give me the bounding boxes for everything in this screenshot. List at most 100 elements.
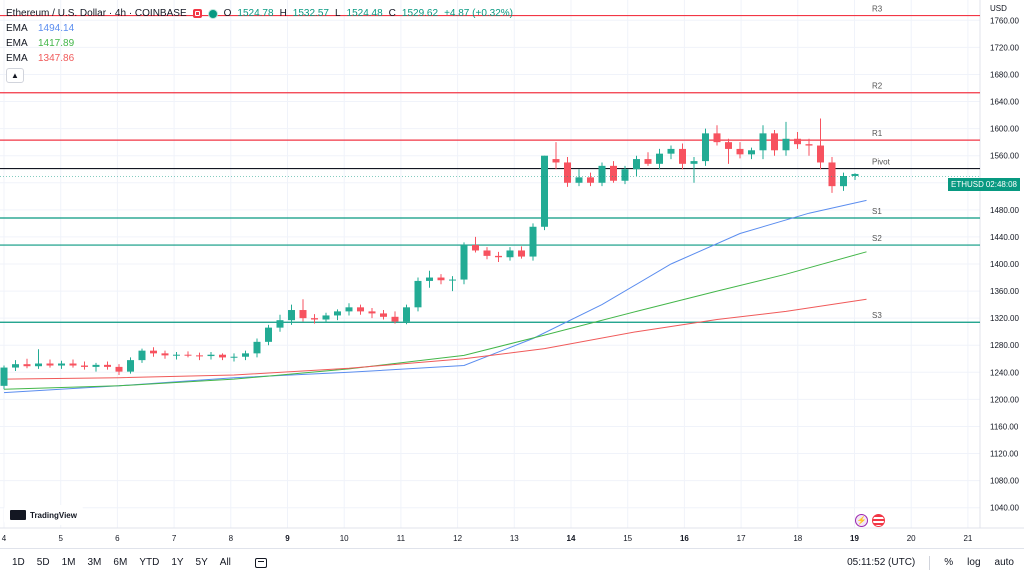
price-chart[interactable]: 1040.00 1080.00 1120.00 1160.00 1200.00 1240.… <box>0 0 1024 548</box>
candle-body <box>207 354 215 357</box>
range-button[interactable]: 1D <box>12 557 25 568</box>
high-value: 1532.57 <box>292 7 329 19</box>
candle-body <box>587 177 594 183</box>
range-button[interactable]: 3M <box>87 557 102 568</box>
currency-label: USD <box>990 4 1007 13</box>
price-tick-label: 1600.00 <box>990 125 1019 134</box>
lightning-icon[interactable]: ⚡ <box>855 514 868 527</box>
candle-body <box>23 364 31 367</box>
candle-body <box>713 133 721 143</box>
candle-body <box>368 311 376 314</box>
low-value: 1524.48 <box>346 7 383 19</box>
price-tick-label: 1360.00 <box>990 287 1019 296</box>
price-tick-label: 1480.00 <box>990 206 1019 215</box>
price-tick-label: 1080.00 <box>990 477 1019 486</box>
candle-body <box>690 161 698 164</box>
candle-body <box>391 316 399 322</box>
range-button[interactable]: All <box>219 557 231 568</box>
price-tick-label: 1720.00 <box>990 43 1019 52</box>
time-tick-label: 10 <box>340 534 349 543</box>
candle-body <box>276 320 284 328</box>
range-button[interactable]: 1M <box>61 557 76 568</box>
ema-line <box>3 251 867 390</box>
pivot-label: R2 <box>872 82 883 91</box>
candle-body <box>656 153 663 164</box>
ema-row-2[interactable]: EMA 1417.89 <box>6 36 513 51</box>
price-tick-label: 1760.00 <box>990 16 1019 25</box>
us-flag-icon[interactable] <box>872 514 885 527</box>
candle-body <box>828 162 836 187</box>
candle-body <box>748 150 755 155</box>
range-button[interactable]: YTD <box>139 557 160 568</box>
ema-line <box>3 298 867 380</box>
range-button[interactable]: 5D <box>36 557 50 568</box>
candle-body <box>805 144 813 146</box>
calendar-icon[interactable] <box>254 557 267 568</box>
price-tick-label: 1440.00 <box>990 233 1019 242</box>
candle-body <box>81 365 88 367</box>
bottom-toolbar: 1D 5D 1M 3M 6M YTD 1Y 5Y All 05:11:52 (UTC) % lo… <box>0 548 1024 576</box>
candle-body <box>495 255 502 258</box>
time-tick-label: 12 <box>453 534 462 543</box>
candle-body <box>161 353 169 356</box>
candle-body <box>667 148 675 154</box>
time-tick-label: 21 <box>963 534 972 543</box>
ema-label: EMA <box>6 52 28 64</box>
percent-toggle[interactable]: % <box>944 557 954 568</box>
time-tick-label: 6 <box>115 534 120 543</box>
ema-value: 1494.14 <box>38 22 75 34</box>
time-tick-label: 15 <box>623 534 632 543</box>
candle-body <box>12 364 19 368</box>
chevron-up-icon[interactable]: ▲ <box>6 68 24 83</box>
candle-body <box>598 165 606 183</box>
price-tick-label: 1240.00 <box>990 368 1019 377</box>
candle-body <box>184 354 192 356</box>
pivot-label: R1 <box>872 129 883 138</box>
candle-body <box>173 354 180 356</box>
auto-toggle[interactable]: auto <box>994 557 1014 568</box>
candle-body <box>58 363 65 366</box>
candle-body <box>196 355 203 357</box>
range-button[interactable]: 6M <box>113 557 128 568</box>
candle-body <box>322 315 330 320</box>
candle-body <box>633 159 640 170</box>
price-tick-label: 1560.00 <box>990 152 1019 161</box>
pivot-label: R3 <box>872 5 883 14</box>
candle-body <box>506 250 514 258</box>
candle-body <box>0 367 8 386</box>
low-label: L <box>334 7 341 19</box>
candle-body <box>702 133 709 162</box>
price-tag-countdown: 02:48:08 <box>985 180 1017 189</box>
candle-body <box>115 366 123 372</box>
price-tick-label: 1320.00 <box>990 314 1019 323</box>
ema-row-1[interactable]: EMA 1494.14 <box>6 21 513 36</box>
candle-body <box>794 138 801 145</box>
symbol-row: Ethereum / U.S. Dollar · 4h · COINBASE O… <box>6 6 513 21</box>
utc-time[interactable]: 05:11:52 (UTC) <box>847 557 916 568</box>
symbol-title[interactable]: Ethereum / U.S. Dollar · 4h · COINBASE <box>6 7 187 19</box>
ema-label: EMA <box>6 37 28 49</box>
time-tick-label: 5 <box>58 534 63 543</box>
tradingview-logo[interactable]: TradingView <box>4 505 83 525</box>
range-button[interactable]: 5Y <box>195 557 208 568</box>
candle-body <box>552 159 560 163</box>
right-tools: 05:11:52 (UTC) % log auto <box>847 549 1014 576</box>
log-toggle[interactable]: log <box>967 557 981 568</box>
time-tick-label: 13 <box>510 534 519 543</box>
time-tick-label: 7 <box>172 534 177 543</box>
change-value: +4.87 (+0.32%) <box>444 7 513 19</box>
alert-bell-icon[interactable] <box>192 9 202 18</box>
candle-body <box>230 356 238 358</box>
candle-body <box>610 165 617 181</box>
candle-body <box>449 279 456 281</box>
tradingview-logo-icon <box>10 510 26 520</box>
open-label: O <box>223 7 232 19</box>
range-button[interactable]: 1Y <box>171 557 184 568</box>
candle-body <box>771 133 778 151</box>
price-tick-label: 1680.00 <box>990 70 1019 79</box>
candle-body <box>817 145 824 163</box>
logo-text: TradingView <box>30 510 77 520</box>
ema-row-3[interactable]: EMA 1347.86 <box>6 51 513 66</box>
high-label: H <box>279 7 287 19</box>
candle-body <box>426 277 433 281</box>
